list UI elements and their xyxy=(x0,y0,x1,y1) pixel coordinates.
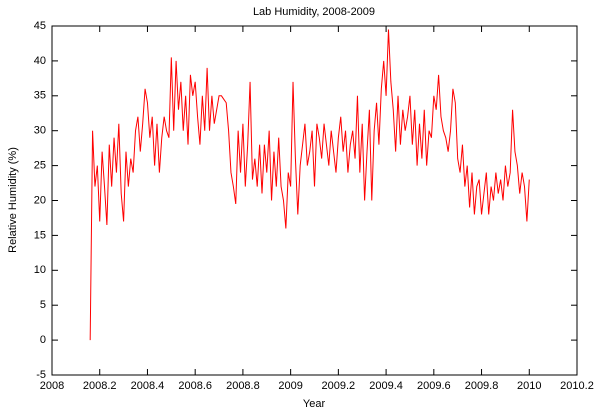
x-tick-label: 2010.2 xyxy=(560,380,594,392)
x-tick-label: 2009.2 xyxy=(322,380,356,392)
x-tick-label: 2009.6 xyxy=(417,380,451,392)
x-tick-label: 2009 xyxy=(278,380,302,392)
y-tick-label: 20 xyxy=(34,194,46,206)
y-tick-label: 25 xyxy=(34,160,46,172)
y-tick-label: 15 xyxy=(34,229,46,241)
x-tick-label: 2009.8 xyxy=(465,380,499,392)
x-tick-label: 2008.8 xyxy=(226,380,260,392)
x-tick-label: 2009.4 xyxy=(369,380,403,392)
plot-border xyxy=(51,25,578,376)
data-line xyxy=(89,29,530,341)
chart-title: Lab Humidity, 2008-2009 xyxy=(253,6,375,18)
x-tick-label: 2010 xyxy=(517,380,541,392)
y-tick-label: 10 xyxy=(34,264,46,276)
y-tick-label: 40 xyxy=(34,55,46,67)
y-tick-label: -5 xyxy=(36,369,46,381)
y-tick-label: 45 xyxy=(34,20,46,32)
x-tick-label: 2008.6 xyxy=(178,380,212,392)
x-axis-label: Year xyxy=(303,398,326,410)
y-tick-label: 0 xyxy=(40,334,46,346)
x-tick-label: 2008 xyxy=(40,380,64,392)
x-tick-label: 2008.4 xyxy=(131,380,165,392)
x-tick-label: 2008.2 xyxy=(83,380,117,392)
y-tick-label: 35 xyxy=(34,90,46,102)
y-tick-label: 5 xyxy=(40,299,46,311)
y-tick-label: 30 xyxy=(34,125,46,137)
y-axis-label: Relative Humidity (%) xyxy=(7,147,19,253)
